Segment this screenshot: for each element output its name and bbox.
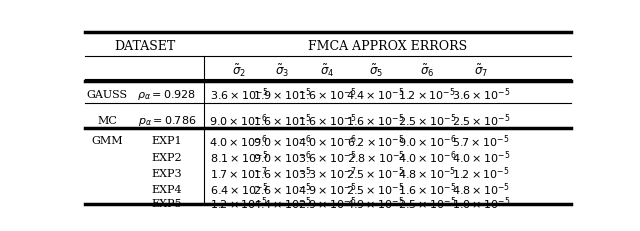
Text: EXP3: EXP3 <box>152 168 182 178</box>
Text: FMCA APPROX ERRORS: FMCA APPROX ERRORS <box>308 40 467 53</box>
Text: GAUSS: GAUSS <box>86 89 128 99</box>
Text: $2.5\times10^{-5}$: $2.5\times10^{-5}$ <box>346 165 405 181</box>
Text: $2.5\times10^{-5}$: $2.5\times10^{-5}$ <box>398 112 456 128</box>
Text: $4.0\times10^{-6}$: $4.0\times10^{-6}$ <box>209 132 268 149</box>
Text: $\tilde{\sigma}_7$: $\tilde{\sigma}_7$ <box>474 62 488 79</box>
Text: $3.3\times10^{-7}$: $3.3\times10^{-7}$ <box>298 165 356 181</box>
Text: MC: MC <box>97 115 117 125</box>
Text: GMM: GMM <box>92 136 123 146</box>
Text: EXP4: EXP4 <box>152 184 182 194</box>
Text: $\tilde{\sigma}_6$: $\tilde{\sigma}_6$ <box>420 62 435 79</box>
Text: $4.0\times10^{-6}$: $4.0\times10^{-6}$ <box>298 132 356 149</box>
Text: $\rho_{\alpha} = 0.928$: $\rho_{\alpha} = 0.928$ <box>138 88 196 101</box>
Text: EXP1: EXP1 <box>152 136 182 146</box>
Text: $9.0\times10^{-6}$: $9.0\times10^{-6}$ <box>253 149 312 165</box>
Text: $1.6\times10^{-5}$: $1.6\times10^{-5}$ <box>298 112 356 128</box>
Text: $1.0\times10^{-5}$: $1.0\times10^{-5}$ <box>452 195 510 212</box>
Text: $6.4\times10^{-5}$: $6.4\times10^{-5}$ <box>209 181 268 197</box>
Text: $4.0\times10^{-5}$: $4.0\times10^{-5}$ <box>452 149 510 165</box>
Text: $2.5\times10^{-5}$: $2.5\times10^{-5}$ <box>452 112 510 128</box>
Text: $2.9\times10^{-5}$: $2.9\times10^{-5}$ <box>298 195 356 212</box>
Text: $2.8\times10^{-5}$: $2.8\times10^{-5}$ <box>346 149 404 165</box>
Text: EXP2: EXP2 <box>152 152 182 162</box>
Text: $4.8\times10^{-5}$: $4.8\times10^{-5}$ <box>398 165 456 181</box>
Text: $1.9\times10^{-5}$: $1.9\times10^{-5}$ <box>253 86 312 103</box>
Text: $9.0\times10^{-6}$: $9.0\times10^{-6}$ <box>398 132 456 149</box>
Text: $4.4\times10^{-5}$: $4.4\times10^{-5}$ <box>253 195 312 212</box>
Text: DATASET: DATASET <box>114 40 175 53</box>
Text: $\tilde{\sigma}_5$: $\tilde{\sigma}_5$ <box>369 62 383 79</box>
Text: $2.5\times10^{-5}$: $2.5\times10^{-5}$ <box>346 181 405 197</box>
Text: $3.6\times10^{-5}$: $3.6\times10^{-5}$ <box>209 86 268 103</box>
Text: $1.2\times10^{-5}$: $1.2\times10^{-5}$ <box>210 195 268 212</box>
Text: $6.2\times10^{-5}$: $6.2\times10^{-5}$ <box>347 132 404 149</box>
Text: $4.0\times10^{-6}$: $4.0\times10^{-6}$ <box>398 149 456 165</box>
Text: $2.5\times10^{-5}$: $2.5\times10^{-5}$ <box>398 195 456 212</box>
Text: $4.4\times10^{-5}$: $4.4\times10^{-5}$ <box>346 86 405 103</box>
Text: $2.6\times10^{-5}$: $2.6\times10^{-5}$ <box>253 181 312 197</box>
Text: $1.7\times10^{-7}$: $1.7\times10^{-7}$ <box>210 165 268 181</box>
Text: $1.6\times10^{-5}$: $1.6\times10^{-5}$ <box>253 112 312 128</box>
Text: $9.0\times10^{-6}$: $9.0\times10^{-6}$ <box>253 132 312 149</box>
Text: $5.7\times10^{-5}$: $5.7\times10^{-5}$ <box>452 132 509 149</box>
Text: EXP5: EXP5 <box>152 198 182 208</box>
Text: $4.9\times10^{-5}$: $4.9\times10^{-5}$ <box>298 181 356 197</box>
Text: $1.6\times10^{-5}$: $1.6\times10^{-5}$ <box>253 165 312 181</box>
Text: $1.6\times10^{-5}$: $1.6\times10^{-5}$ <box>398 181 456 197</box>
Text: $4.8\times10^{-5}$: $4.8\times10^{-5}$ <box>452 181 510 197</box>
Text: $\tilde{\sigma}_3$: $\tilde{\sigma}_3$ <box>275 62 289 79</box>
Text: $1.6\times10^{-5}$: $1.6\times10^{-5}$ <box>346 112 405 128</box>
Text: $1.2\times10^{-5}$: $1.2\times10^{-5}$ <box>398 86 456 103</box>
Text: $\tilde{\sigma}_4$: $\tilde{\sigma}_4$ <box>320 62 334 79</box>
Text: $4.9\times10^{-5}$: $4.9\times10^{-5}$ <box>346 195 405 212</box>
Text: $1.6\times10^{-5}$: $1.6\times10^{-5}$ <box>298 86 356 103</box>
Text: $3.6\times10^{-5}$: $3.6\times10^{-5}$ <box>452 86 510 103</box>
Text: $9.0\times10^{-6}$: $9.0\times10^{-6}$ <box>209 112 268 128</box>
Text: $\tilde{\sigma}_2$: $\tilde{\sigma}_2$ <box>232 62 246 79</box>
Text: $8.1\times10^{-5}$: $8.1\times10^{-5}$ <box>209 149 268 165</box>
Text: $1.2\times10^{-5}$: $1.2\times10^{-5}$ <box>452 165 509 181</box>
Text: $p_{\alpha} = 0.786$: $p_{\alpha} = 0.786$ <box>138 113 196 127</box>
Text: $3.6\times10^{-5}$: $3.6\times10^{-5}$ <box>298 149 356 165</box>
